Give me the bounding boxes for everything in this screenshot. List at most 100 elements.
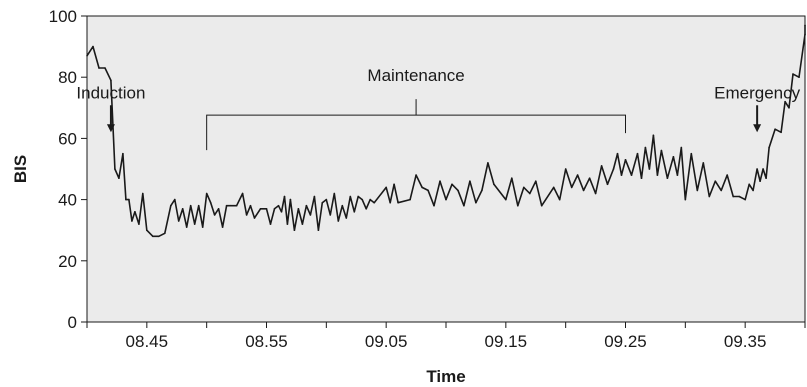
data-point	[624, 159, 627, 161]
data-point	[329, 214, 332, 216]
data-point	[714, 180, 717, 182]
data-point	[146, 229, 148, 231]
data-point	[644, 146, 647, 149]
y-axis-label: BIS	[11, 155, 30, 183]
data-point	[564, 168, 567, 170]
data-point	[152, 235, 154, 238]
data-point	[540, 204, 543, 207]
data-point	[273, 208, 276, 210]
y-tick-label: 60	[58, 129, 77, 148]
data-point	[738, 195, 740, 198]
data-point	[305, 204, 308, 207]
data-point	[780, 131, 782, 134]
data-point	[676, 174, 679, 176]
data-point	[445, 198, 447, 201]
data-point	[558, 198, 561, 201]
data-point	[289, 198, 292, 201]
data-point	[672, 156, 675, 158]
data-point	[439, 180, 441, 182]
data-point	[385, 186, 388, 189]
data-point	[397, 201, 399, 204]
data-point	[280, 211, 283, 213]
data-point	[174, 198, 176, 201]
data-point	[357, 195, 360, 198]
data-point	[337, 220, 340, 222]
data-point	[594, 192, 597, 195]
data-point	[122, 152, 124, 155]
data-point	[505, 198, 507, 201]
data-point	[365, 208, 368, 210]
data-point	[666, 177, 669, 179]
data-point	[138, 223, 140, 225]
data-point	[463, 204, 465, 207]
x-tick-label: 09.35	[724, 332, 767, 351]
data-point	[762, 168, 764, 170]
data-point	[297, 208, 300, 210]
data-point	[702, 162, 705, 164]
data-point	[636, 152, 639, 155]
data-point	[748, 183, 750, 186]
data-point	[134, 211, 136, 213]
data-point	[690, 152, 693, 155]
data-point	[313, 195, 316, 198]
data-point	[369, 198, 372, 201]
data-point	[570, 186, 573, 189]
x-axis: 08.45 08.55 09.05 09.15 09.25 09.35	[86, 322, 806, 351]
data-point	[648, 168, 651, 170]
x-tick-label: 09.15	[485, 332, 528, 351]
data-point	[92, 45, 94, 48]
y-tick-label: 80	[58, 68, 77, 87]
data-point	[128, 198, 130, 201]
annotation-label: Maintenance	[367, 66, 464, 85]
data-point	[752, 189, 754, 192]
data-point	[164, 232, 166, 235]
data-point	[415, 174, 417, 176]
data-point	[269, 223, 272, 225]
x-tick-label: 09.25	[604, 332, 647, 351]
annotation-emergency: Emergency	[714, 83, 801, 133]
data-point	[389, 201, 392, 204]
data-point	[726, 174, 728, 176]
data-point	[333, 192, 336, 195]
data-point	[177, 220, 180, 222]
data-point	[321, 201, 324, 204]
data-point	[353, 211, 356, 213]
data-point	[493, 183, 495, 186]
plot-area	[87, 16, 805, 322]
x-axis-label: Time	[426, 367, 465, 386]
data-point	[616, 152, 619, 155]
data-point	[293, 229, 296, 231]
data-point	[409, 198, 411, 201]
data-point	[732, 195, 734, 198]
data-point	[131, 220, 133, 222]
data-point	[523, 186, 525, 189]
data-point	[620, 174, 623, 176]
data-point	[213, 214, 216, 216]
data-point	[656, 174, 659, 176]
data-point	[798, 76, 800, 78]
data-point	[158, 235, 160, 238]
data-point	[640, 177, 643, 179]
data-point	[756, 168, 758, 170]
data-point	[588, 177, 591, 179]
y-tick-label: 20	[58, 252, 77, 271]
data-point	[708, 195, 711, 198]
data-point	[765, 177, 767, 179]
data-point	[469, 180, 471, 182]
data-point	[600, 165, 603, 167]
data-point	[185, 226, 188, 228]
data-point	[361, 198, 364, 201]
data-point	[241, 192, 244, 195]
data-point	[393, 183, 395, 186]
data-point	[511, 177, 513, 179]
data-point	[325, 198, 328, 201]
data-point	[309, 214, 312, 216]
data-point	[517, 204, 519, 207]
data-point	[680, 146, 683, 149]
data-point	[142, 192, 144, 195]
data-point	[427, 189, 429, 192]
data-point	[373, 201, 376, 204]
data-point	[189, 204, 192, 207]
data-point	[612, 168, 615, 170]
